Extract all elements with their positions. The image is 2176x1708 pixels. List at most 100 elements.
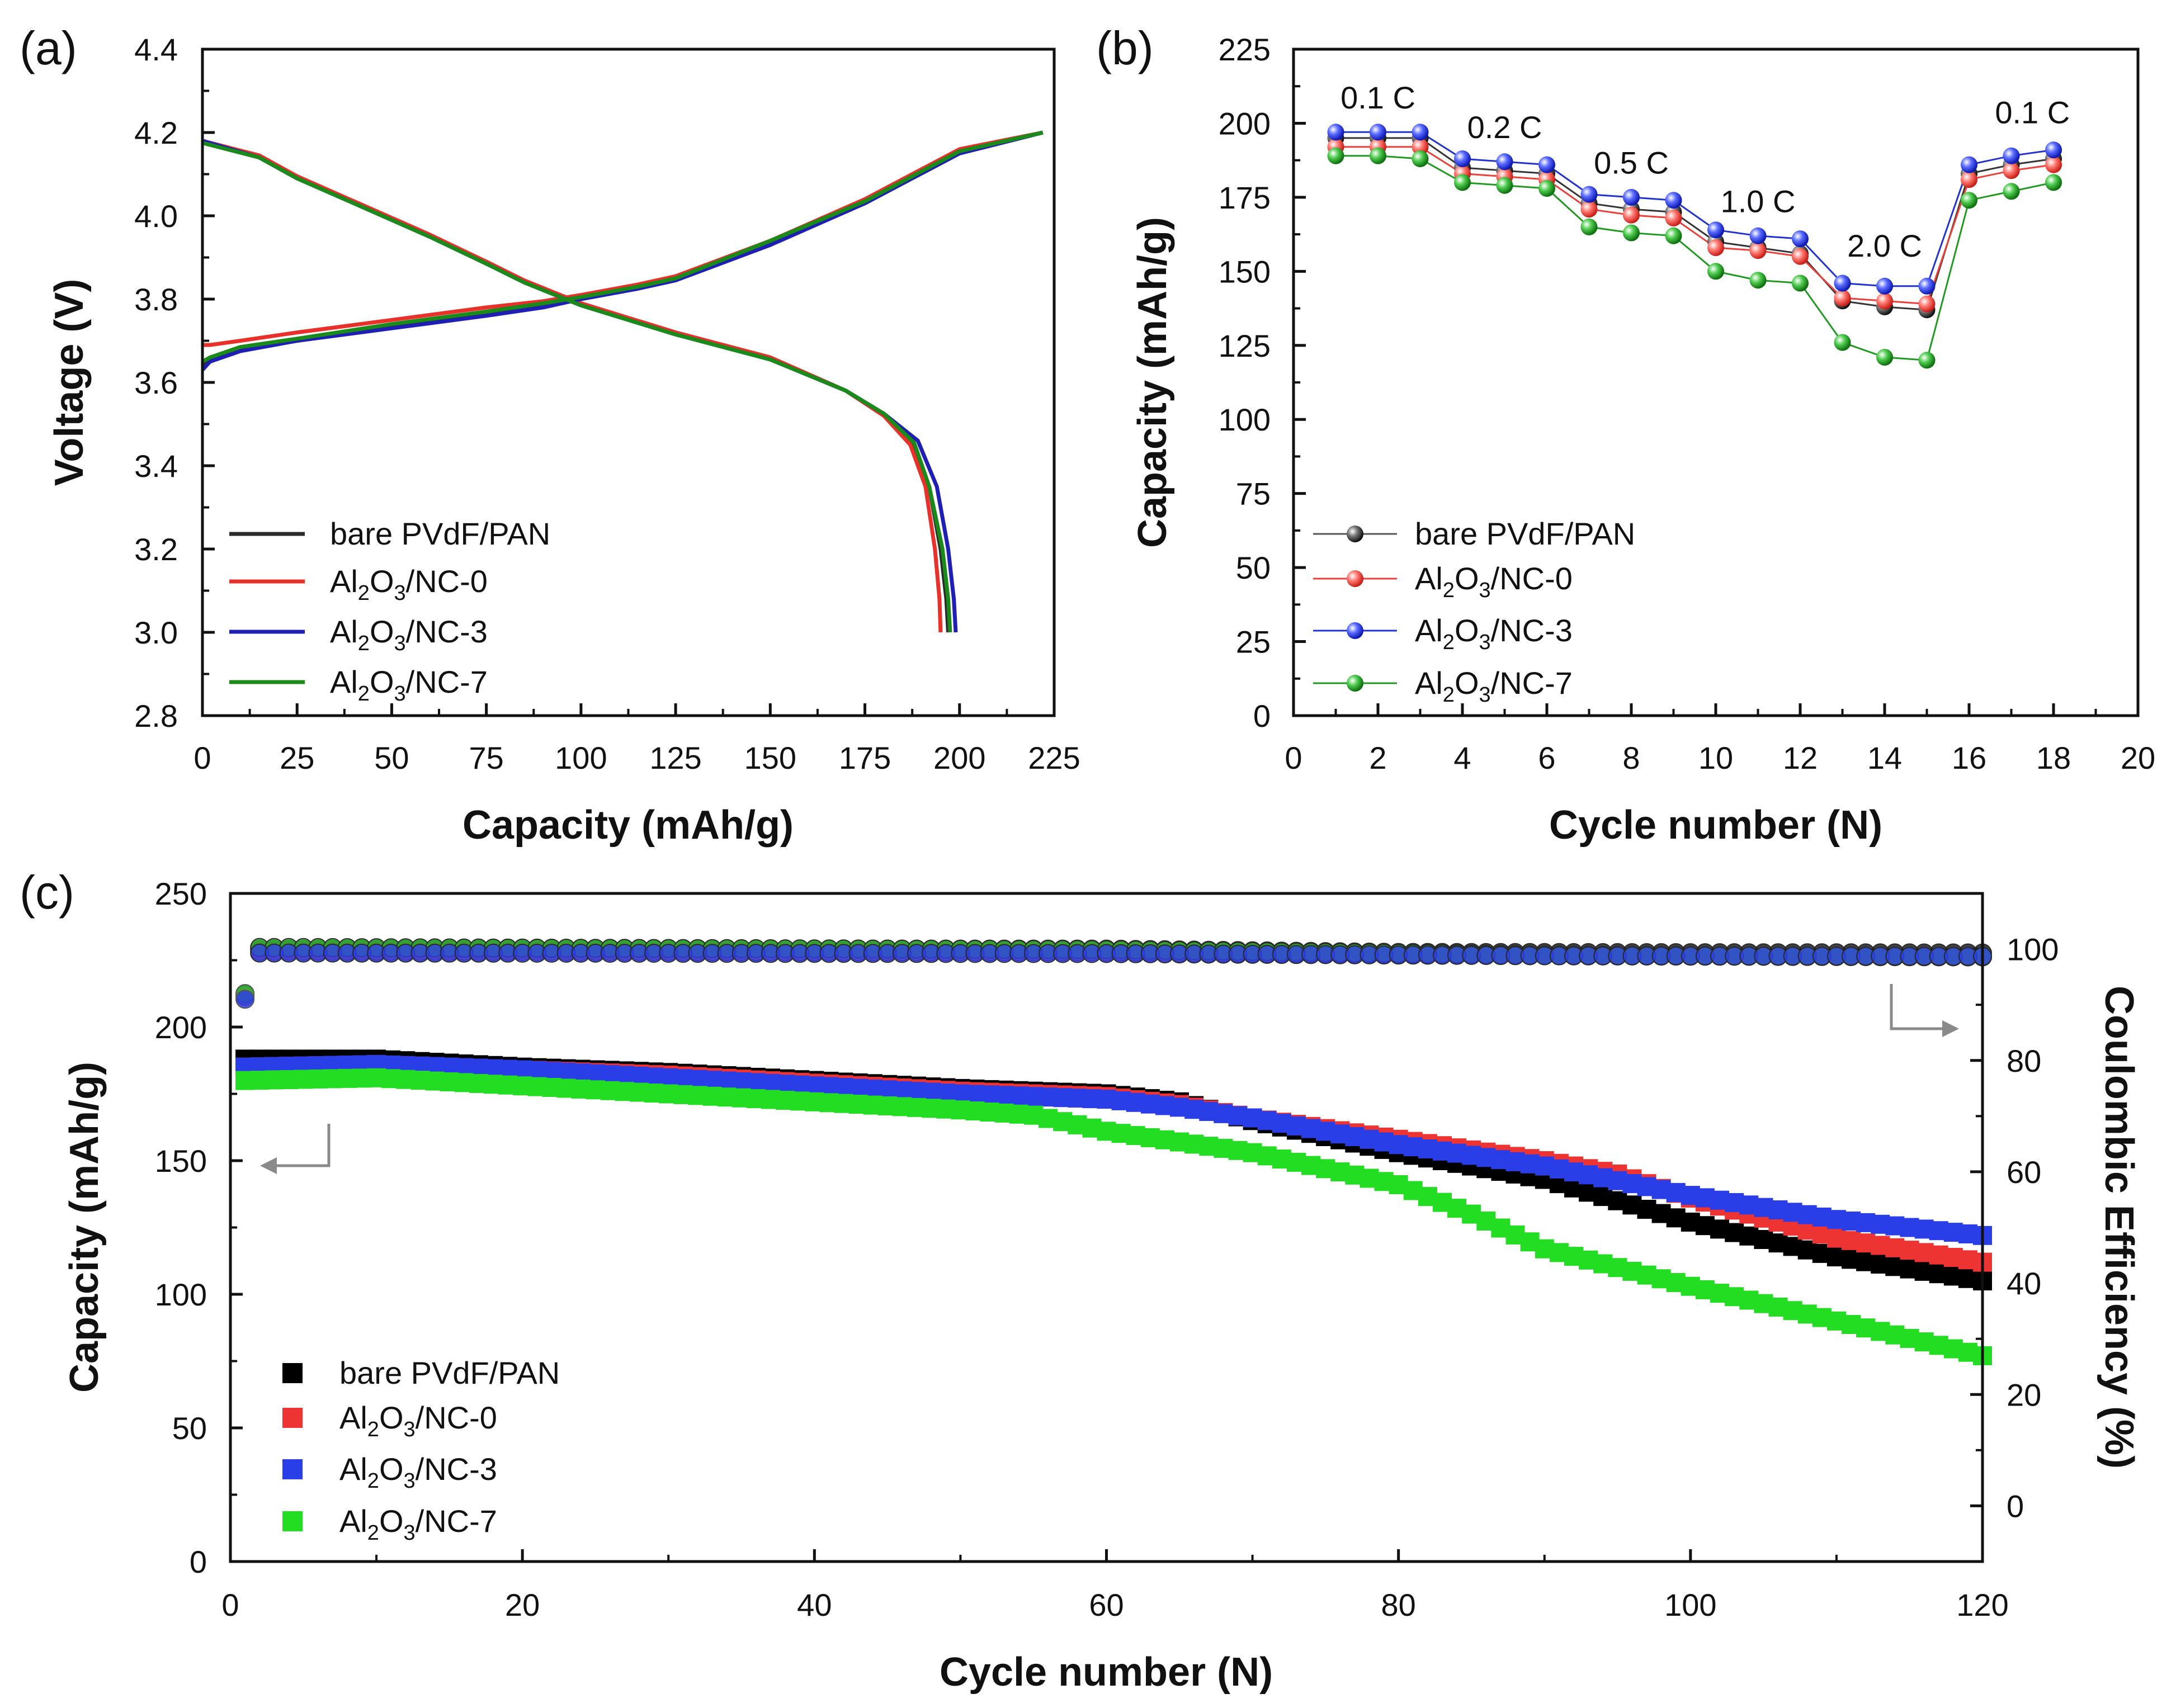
panel-c-ytick-label: 100: [155, 1277, 207, 1312]
data-point: [2003, 183, 2020, 200]
data-point: [1792, 275, 1809, 292]
left-axis-arrow-icon: [274, 1124, 331, 1167]
panel-c-right-ytick-label: 60: [2007, 1155, 2041, 1190]
legend-label-nc3-a: Al2O3/NC-3: [330, 614, 488, 655]
panel-b-ytick-label: 75: [1236, 476, 1271, 512]
panel-a-ytick-label: 3.6: [134, 365, 178, 400]
data-point: [1665, 192, 1682, 209]
data-point: [1707, 263, 1724, 280]
data-point: [1412, 150, 1429, 167]
data-point: [1749, 227, 1767, 244]
panel-c-xtick-label: 120: [1956, 1587, 2008, 1622]
panel-c-right-ytick-label: 40: [2007, 1266, 2041, 1301]
panel-b-frame: [1292, 48, 2140, 717]
panel-b-ytick-label: 100: [1219, 402, 1271, 437]
panel-b-ytick-label: 125: [1219, 328, 1271, 363]
data-point: [1327, 124, 1344, 141]
data-point: [1538, 180, 1555, 197]
panel-b-label: (b): [1096, 22, 1154, 74]
data-point: [1496, 177, 1513, 194]
data-point: [1961, 171, 1977, 188]
legend-marker-nc3-b: [1347, 622, 1363, 639]
panel-a-ytick-label: 3.8: [134, 282, 178, 317]
data-point: [1918, 295, 1936, 313]
data-point: [1876, 277, 1893, 295]
panel-c-right-ytick-label: 80: [2007, 1043, 2041, 1078]
panel-a-label: (a): [20, 22, 77, 74]
panel-b-xtick-label: 18: [2036, 740, 2071, 775]
panel-a-ytick-label: 4.4: [134, 32, 178, 67]
panel-a-xtick-label: 50: [374, 740, 409, 775]
panel-b-ytick-label: 225: [1219, 32, 1271, 67]
panel-c-xtick-label: 100: [1664, 1587, 1716, 1622]
panel-c-ytick-label: 150: [155, 1143, 207, 1179]
data-point: [1623, 224, 1640, 242]
panel-b-xtick-label: 0: [1285, 740, 1302, 775]
panel-a-frame: [201, 48, 1056, 717]
ce-marker: [235, 990, 255, 1009]
panel-b-xtick-label: 10: [1698, 740, 1733, 775]
data-point: [1707, 239, 1724, 256]
legend-marker-nc0-b: [1347, 570, 1363, 587]
data-point: [1749, 242, 1767, 259]
data-point: [1412, 138, 1429, 155]
series-line-1: [1335, 146, 2054, 305]
panel-b-ylabel: Capacity (mAh/g): [1130, 217, 1175, 548]
panel-c-ytick-label: 0: [190, 1544, 207, 1579]
panel-b-legend: bare PVdF/PAN Al2O3/NC-0 Al2O3/NC-3 Al2O…: [1313, 516, 1635, 707]
panel-c-xtick-label: 0: [221, 1587, 239, 1622]
panel-c-right-ytick-label: 20: [2007, 1377, 2041, 1412]
data-point: [1623, 206, 1640, 224]
panel-b-xtick-label: 6: [1538, 740, 1555, 775]
legend-label-bare-a: bare PVdF/PAN: [330, 516, 550, 551]
panel-c-xtick-label: 20: [505, 1587, 540, 1622]
panel-a-xlabel: Capacity (mAh/g): [462, 803, 794, 848]
data-point: [1792, 230, 1809, 248]
series-line-0-charge: [201, 130, 1044, 367]
series-line-3: [1335, 155, 2054, 361]
panel-b-xtick-label: 20: [2121, 740, 2155, 775]
data-point: [1580, 186, 1598, 203]
panel-b-xtick-label: 8: [1622, 740, 1640, 775]
panel-a-ylabel: Voltage (V): [47, 279, 92, 486]
panel-b-xtick-label: 16: [1952, 740, 1986, 775]
data-point: [1834, 334, 1851, 351]
rate-label: 0.1 C: [1995, 94, 2070, 130]
panel-c-xtick-label: 80: [1381, 1587, 1416, 1622]
data-point: [1580, 201, 1598, 218]
rate-label: 0.1 C: [1340, 80, 1415, 115]
panel-c-plot: [235, 938, 1992, 1365]
series-line-2-charge: [201, 130, 1044, 372]
panel-a-xtick-label: 225: [1028, 740, 1080, 775]
panel-b-xtick-label: 4: [1453, 740, 1471, 775]
panel-a-ytick-label: 3.2: [134, 532, 178, 567]
legend-label-nc0-a: Al2O3/NC-0: [330, 564, 488, 605]
legend-marker-nc7-c: [282, 1511, 303, 1531]
data-point: [1876, 349, 1893, 366]
panel-b-ytick-label: 50: [1236, 550, 1271, 585]
panel-a-ytick-label: 4.0: [134, 198, 178, 234]
right-axis-arrow-icon: [1890, 984, 1945, 1030]
panel-c-ytick-label: 50: [172, 1411, 207, 1446]
data-point: [1538, 156, 1555, 173]
panel-c-ytick-label: 250: [155, 876, 207, 911]
panel-c-frame: [229, 892, 1984, 1563]
panel-b-xlabel: Cycle number (N): [1549, 803, 1882, 848]
panel-b-xtick-label: 14: [1867, 740, 1902, 775]
legend-label-nc0-b: Al2O3/NC-0: [1415, 561, 1573, 602]
legend-marker-nc3-c: [282, 1459, 303, 1479]
legend-marker-nc0-c: [282, 1408, 303, 1428]
data-point: [1370, 147, 1386, 164]
data-point: [1834, 290, 1851, 306]
panel-a-xtick-label: 125: [649, 740, 701, 775]
panel-b-axes: 0 2 4 6 8 10 12 14 16 18 2002550751001251501752002…: [1219, 32, 2156, 775]
legend-label-nc7-c: Al2O3/NC-7: [339, 1503, 497, 1545]
panel-a-xtick-label: 175: [839, 740, 891, 775]
data-point: [1749, 272, 1767, 289]
panel-a-xtick-label: 150: [744, 740, 796, 775]
data-point: [2045, 156, 2062, 173]
data-point: [1370, 124, 1386, 141]
legend-label-bare-b: bare PVdF/PAN: [1415, 516, 1635, 551]
legend-marker-bare-b: [1347, 526, 1363, 542]
data-point: [1454, 150, 1471, 167]
